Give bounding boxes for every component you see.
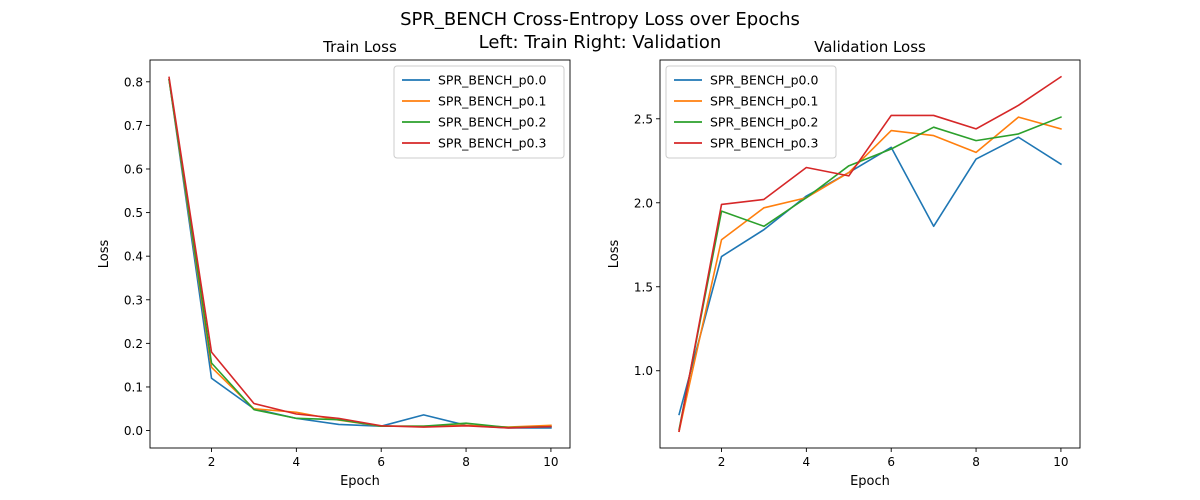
validation-x-axis-label: Epoch bbox=[850, 474, 890, 489]
validation-axes-frame bbox=[659, 59, 1081, 449]
train-legend-label: SPR_BENCH_p0.1 bbox=[438, 94, 546, 109]
figure-title-line2: Left: Train Right: Validation bbox=[479, 32, 722, 53]
validation-legend-box bbox=[665, 65, 837, 159]
train-x-tick-label: 10 bbox=[543, 455, 558, 469]
validation-legend-label: SPR_BENCH_p0.1 bbox=[710, 94, 818, 109]
train-y-tick-label: 0.6 bbox=[124, 162, 143, 176]
validation-series-line-spr-bench-p0-0 bbox=[678, 136, 1063, 416]
validation-loss-panel: Validation Loss 2 4 6 8 10 1.0 1.5 2.0 2.5 Epoch Lo… bbox=[607, 38, 1081, 489]
train-x-tick-label: 8 bbox=[462, 455, 470, 469]
train-legend-label: SPR_BENCH_p0.3 bbox=[438, 136, 546, 151]
validation-x-tick-label: 4 bbox=[803, 455, 811, 469]
validation-legend: SPR_BENCH_p0.0 SPR_BENCH_p0.1 SPR_BENCH_p0… bbox=[665, 65, 837, 159]
train-y-tick-label: 0.2 bbox=[124, 337, 143, 351]
train-y-axis-label: Loss bbox=[97, 240, 112, 269]
validation-legend-label: SPR_BENCH_p0.0 bbox=[710, 73, 818, 88]
validation-y-axis-label: Loss bbox=[607, 240, 622, 269]
train-series-line-spr-bench-p0-2 bbox=[168, 78, 552, 429]
train-legend-box bbox=[393, 65, 565, 159]
train-title: Train Loss bbox=[322, 38, 397, 56]
validation-x-tick-label: 2 bbox=[718, 455, 726, 469]
train-legend-label: SPR_BENCH_p0.2 bbox=[438, 115, 546, 130]
validation-series-lines bbox=[678, 75, 1063, 433]
train-legend: SPR_BENCH_p0.0 SPR_BENCH_p0.1 SPR_BENCH_p0… bbox=[393, 65, 565, 159]
validation-series-line-spr-bench-p0-2 bbox=[678, 116, 1062, 431]
train-loss-panel: Train Loss 2 4 6 8 10 0.0 0.1 0.2 0.3 0.4 0.5 0.6 0.7… bbox=[97, 38, 571, 489]
train-series-lines bbox=[168, 76, 552, 429]
validation-x-tick-label: 10 bbox=[1053, 455, 1068, 469]
validation-series-line-spr-bench-p0-1 bbox=[678, 116, 1062, 433]
train-y-tick-label: 0.4 bbox=[124, 250, 143, 264]
validation-y-tick-label: 2.0 bbox=[634, 196, 653, 210]
train-x-tick-label: 2 bbox=[208, 455, 216, 469]
train-x-tick-label: 6 bbox=[377, 455, 385, 469]
train-axes-frame bbox=[149, 59, 571, 449]
validation-x-tick-label: 6 bbox=[887, 455, 895, 469]
train-series-line-spr-bench-p0-3 bbox=[168, 76, 552, 429]
train-y-tick-label: 0.7 bbox=[124, 119, 143, 133]
validation-legend-label: SPR_BENCH_p0.3 bbox=[710, 136, 818, 151]
validation-series-line-spr-bench-p0-3 bbox=[678, 75, 1063, 433]
train-x-tick-label: 4 bbox=[293, 455, 301, 469]
validation-title: Validation Loss bbox=[814, 38, 926, 56]
figure-title-line1: SPR_BENCH Cross-Entropy Loss over Epochs bbox=[400, 9, 800, 30]
train-y-tick-label: 0.8 bbox=[124, 75, 143, 89]
train-y-tick-label: 0.3 bbox=[124, 293, 143, 307]
train-y-tick-label: 0.5 bbox=[124, 206, 143, 220]
validation-y-tick-label: 2.5 bbox=[634, 112, 653, 126]
train-y-tick-label: 0.1 bbox=[124, 380, 143, 394]
train-y-tick-label: 0.0 bbox=[124, 424, 143, 438]
train-legend-label: SPR_BENCH_p0.0 bbox=[438, 73, 546, 88]
validation-y-tick-label: 1.0 bbox=[634, 364, 653, 378]
validation-y-tick-label: 1.5 bbox=[634, 280, 653, 294]
train-x-axis-label: Epoch bbox=[340, 474, 380, 489]
validation-x-tick-label: 8 bbox=[972, 455, 980, 469]
validation-legend-label: SPR_BENCH_p0.2 bbox=[710, 115, 818, 130]
